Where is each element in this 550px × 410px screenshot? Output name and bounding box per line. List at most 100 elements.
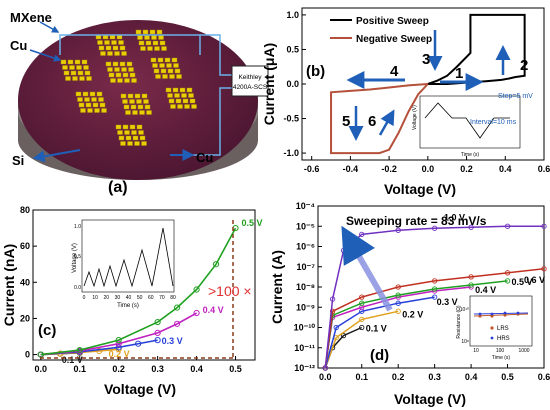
inset-c-xtick: 40 [126,295,132,301]
legend-positive: Positive Sweep [356,16,429,27]
panel-c-xtick: 0.1 [73,364,86,374]
electrode-pad [122,124,129,130]
mxene-label: MXene [10,10,52,25]
interval-label: Interval=10 ms [470,119,517,126]
inset-d-xtick: 10 [473,348,479,354]
inset-b-xlabel: Time (s) [461,152,479,158]
panel-b-xtick: 0.4 [499,164,512,174]
inset-c-xlabel: Time (s) [117,303,139,309]
electrode-pad [117,78,123,83]
panel-b-label: (b) [306,63,325,80]
electrode-pad [117,130,123,135]
panel-b-xtick: 0.2 [460,164,473,174]
electrode-pad [127,141,133,146]
electrode-arrays [60,29,197,146]
electrode-pad [136,99,142,104]
panel-d-ytick: 10⁻⁸ [296,282,315,292]
electrode-pad [138,130,144,135]
electrode-pad [121,51,127,56]
series-label: 1.0 V [444,212,465,222]
electrode-pad [94,108,100,113]
data-point [174,320,181,327]
electrode-pad [159,63,165,68]
panel-d-xtick: 0.5 [501,372,514,382]
series-0.2-V [324,310,399,369]
electrode-pad [87,108,93,113]
electrode-pad [152,40,159,46]
wire-mxene [59,34,201,55]
electrode-pad [164,57,171,63]
keithley-box [231,65,269,97]
inset-legend-lrs: LRS [497,326,509,332]
data-point [193,286,200,293]
series-label: 0.2 V [402,309,423,319]
electrode-pad [167,68,174,74]
electrode-pad [136,124,143,130]
data-point [76,346,83,354]
electrode-array [105,61,137,83]
electrode-pad [69,65,75,70]
inset-c-ytick: 0.5 [74,254,81,260]
panel-b-ytick: 0.5 [286,44,299,54]
electrode-pad [135,29,142,35]
electrode-pad [138,40,145,46]
series-label: 0.5 V [512,277,533,287]
data-point [541,223,547,229]
panel-d-xlabel: Voltage (V) [394,391,466,407]
electrode-pad [139,135,146,141]
electrode-pad [145,40,152,46]
inset-c-xtick: 10 [92,295,98,301]
electrode-pad [177,104,183,109]
electrode-pad [174,93,180,98]
panel-d-ytick: 10⁻¹¹ [294,343,315,353]
electrode-pad [115,124,122,130]
panel-c-xtick: 0.4 [190,364,203,374]
panel-c-label: (c) [38,322,56,339]
panel-b-xtick: 0.6 [538,164,550,174]
panel-c-inset: Voltage (V) Time (s) 0.0 0.5 1.0 0 10 20 30… [72,219,176,309]
electrode-pad [173,63,179,68]
electrode-pad [157,57,164,63]
electrode-pad [121,67,127,72]
electrode-pad [132,110,138,115]
series-negative-sweep [330,83,429,155]
data-point [154,318,161,326]
electrode-pad [169,74,175,79]
electrode-pad [112,45,119,51]
series-label: 0.1 V [366,324,387,334]
panel-c-ytick: 40 [20,277,30,287]
panel-d-inset: LRS HRS 10⁸ 10¹⁰ 10 100 1000 Resistance … [456,295,533,361]
electrode-pad [105,61,112,67]
electrode-pad [108,72,115,78]
electrode-pad [98,45,105,51]
series-label: 0.2 V [109,349,130,359]
electrode-pad [130,104,137,110]
series-label: 0.3 V [437,297,458,307]
wire-cu [170,87,232,156]
electrode-pad [134,93,141,99]
series-positive-sweep [427,13,526,85]
data-point [468,274,474,280]
panel-b-inset: Voltage (V) Time (s) Step=5 mV Interval=… [412,93,533,158]
electrode-pad [188,93,194,98]
data-point [135,340,142,347]
electrode-pad [179,87,186,93]
electrode-pad [144,104,151,110]
electrode-pad [77,97,83,102]
panel-b-xlabel: Voltage (V) [384,181,456,197]
data-point [154,329,161,336]
cu-top-label: Cu [10,38,27,53]
data-point [96,347,103,355]
electrode-pad [89,91,96,97]
series-0.3-V [324,296,435,369]
electrode-pad [158,35,164,40]
electrode-pad [72,76,78,81]
electrode-pad [67,59,74,65]
electrode-pad [137,35,143,40]
panel-d-xtick: 0.3 [428,372,441,382]
data-point [359,294,365,300]
panel-a: Keithley 4200A-SCS MXene Cu Si Cu (a) [0,0,270,200]
data-point [431,225,438,231]
electrode-pad [125,110,131,115]
data-point [431,294,438,300]
